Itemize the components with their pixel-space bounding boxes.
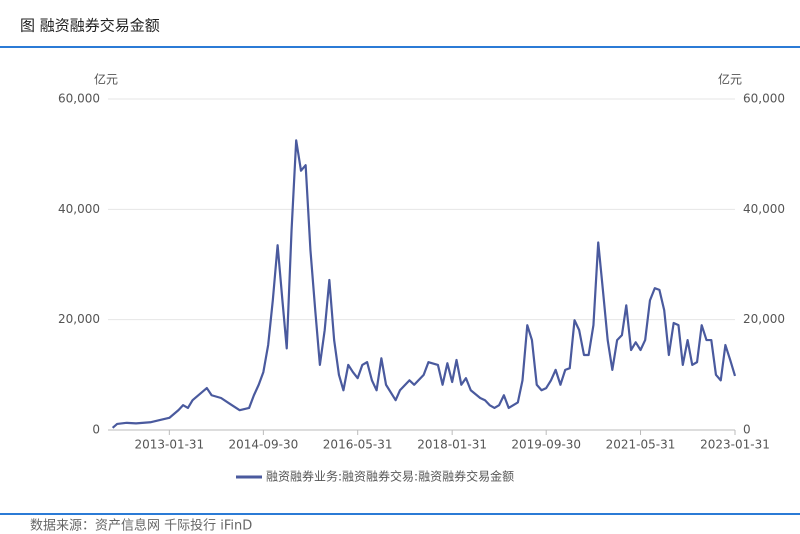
legend-label: 融资融券业务:融资融券交易:融资融券交易金额 xyxy=(266,469,514,484)
x-tick-label: 2019-09-30 xyxy=(511,438,581,452)
y2-tick-label: 60,000 xyxy=(743,92,785,106)
x-tick-label: 2018-01-31 xyxy=(417,438,487,452)
y-tick-label: 40,000 xyxy=(58,202,100,216)
line-series xyxy=(111,139,737,429)
x-tick-label: 2021-05-31 xyxy=(606,438,676,452)
y-tick-label: 20,000 xyxy=(58,312,100,326)
source-note: 数据来源：资产信息网 千际投行 iFinD xyxy=(30,518,252,534)
x-tick-label: 2023-01-31 xyxy=(700,438,770,452)
y2-tick-label: 0 xyxy=(743,423,751,437)
x-tick-label: 2013-01-31 xyxy=(134,438,204,452)
y2-unit: 亿元 xyxy=(718,72,742,87)
y-tick-label: 0 xyxy=(92,423,100,437)
chart-title: 图 融资融券交易金额 xyxy=(20,17,160,35)
y-unit: 亿元 xyxy=(94,72,118,87)
y-tick-label: 60,000 xyxy=(58,92,100,106)
y2-tick-label: 40,000 xyxy=(743,202,785,216)
y2-tick-label: 20,000 xyxy=(743,312,785,326)
x-tick-label: 2016-05-31 xyxy=(323,438,393,452)
x-tick-label: 2014-09-30 xyxy=(228,438,298,452)
